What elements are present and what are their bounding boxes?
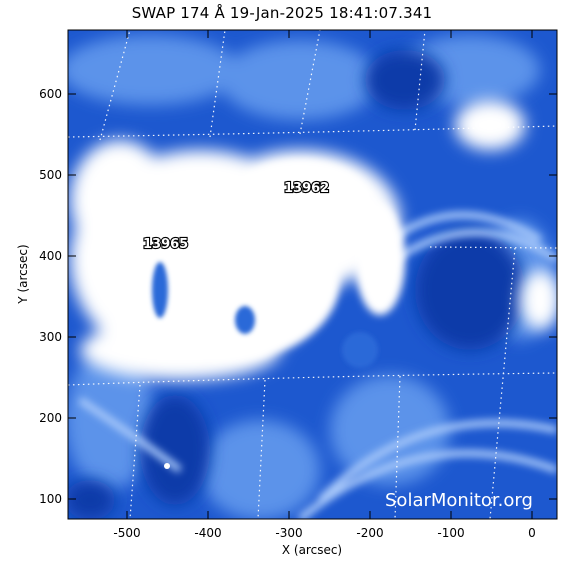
y-tick-label: 100 (39, 492, 62, 506)
x-tick-label: -200 (356, 526, 383, 540)
x-axis-label: X (arcsec) (282, 543, 342, 557)
x-tick-label: 0 (528, 526, 536, 540)
x-axis-ticks (126, 30, 533, 519)
x-tick-label: -100 (437, 526, 464, 540)
plot-frame (67, 29, 558, 520)
y-tick-label: 600 (39, 87, 62, 101)
solar-emission-image: 13965 13962 SolarMonitor.org (68, 30, 557, 519)
y-axis-label: Y (arcsec) (16, 244, 30, 304)
coordinate-grid (68, 30, 557, 519)
active-region-label-13962: 13962 (284, 181, 329, 196)
x-tick-label: -400 (194, 526, 221, 540)
y-tick-label: 500 (39, 168, 62, 182)
watermark: SolarMonitor.org (385, 490, 533, 511)
y-tick-label: 200 (39, 411, 62, 425)
x-tick-label: -500 (113, 526, 140, 540)
plot-title: SWAP 174 Å 19-Jan-2025 18:41:07.341 (131, 4, 433, 22)
y-tick-label: 300 (39, 330, 62, 344)
x-tick-label: -300 (275, 526, 302, 540)
y-tick-label: 400 (39, 249, 62, 263)
active-region-label-13965: 13965 (143, 237, 188, 252)
y-axis-ticks (68, 93, 557, 500)
